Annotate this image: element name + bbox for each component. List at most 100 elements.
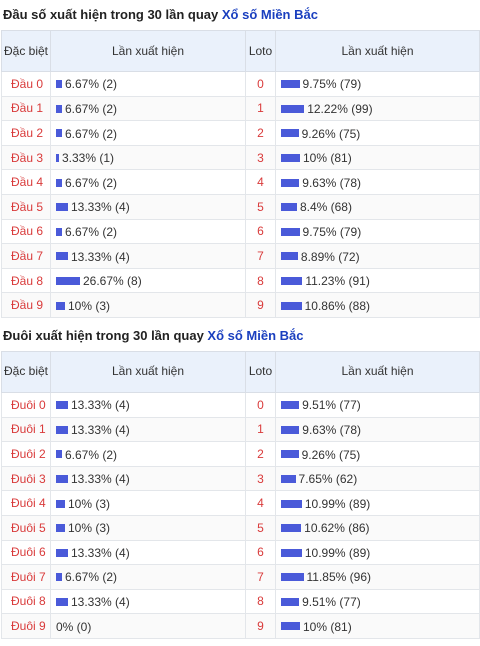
db-cell: 6.67% (2) xyxy=(50,120,246,146)
dau-header-lan-xuat-hien-loto: Lần xuất hiện xyxy=(275,30,480,72)
table-row: Đầu 9 10% (3) 9 10.86% (88) xyxy=(1,292,480,318)
table-row: Đầu 0 6.67% (2) 0 9.75% (79) xyxy=(1,71,480,97)
table-row: Đầu 2 6.67% (2) 2 9.26% (75) xyxy=(1,120,480,146)
db-value: 13.33% (4) xyxy=(70,545,130,560)
loto-number: 5 xyxy=(245,514,276,541)
loto-number: 2 xyxy=(245,441,276,467)
loto-value: 8.4% (68) xyxy=(299,200,352,215)
table-row: Đầu 8 26.67% (8) 8 11.23% (91) xyxy=(1,267,480,294)
loto-number: 4 xyxy=(245,490,276,516)
db-cell: 10% (3) xyxy=(50,514,246,541)
db-value: 6.67% (2) xyxy=(65,77,118,92)
loto-cell: 8.89% (72) xyxy=(275,243,480,269)
row-label: Đuôi 3 xyxy=(1,465,51,492)
loto-number: 0 xyxy=(245,391,276,418)
loto-bar xyxy=(281,425,300,434)
duoi-header-lan-xuat-hien-loto: Lần xuất hiện xyxy=(275,350,480,393)
loto-bar xyxy=(281,80,300,89)
table-row: Đuôi 9 0% (0) 9 10% (81) xyxy=(1,613,480,639)
db-bar xyxy=(56,524,65,533)
loto-bar xyxy=(281,252,298,261)
loto-bar xyxy=(281,474,296,483)
db-value: 13.33% (4) xyxy=(70,398,130,413)
loto-cell: 10.99% (89) xyxy=(275,539,480,566)
loto-number: 9 xyxy=(245,613,276,639)
row-label: Đuôi 0 xyxy=(1,391,51,418)
table-row: Đuôi 5 10% (3) 5 10.62% (86) xyxy=(1,514,480,541)
loto-value: 8.89% (72) xyxy=(300,249,360,264)
table-row: Đuôi 3 13.33% (4) 3 7.65% (62) xyxy=(1,465,480,492)
db-bar xyxy=(56,129,62,138)
db-value: 3.33% (1) xyxy=(61,150,115,165)
db-value: 26.67% (8) xyxy=(83,273,142,288)
dau-section: Đầu số xuất hiện trong 30 lần quay Xổ số… xyxy=(0,0,480,318)
duoi-heading-text: Đuôi xuất hiện trong 30 lần quay xyxy=(3,327,208,343)
loto-cell: 10% (81) xyxy=(275,144,480,171)
loto-bar xyxy=(281,104,305,113)
db-value: 6.67% (2) xyxy=(65,101,118,116)
table-row: Đầu 1 6.67% (2) 1 12.22% (99) xyxy=(1,95,480,122)
loto-cell: 9.75% (79) xyxy=(275,71,480,97)
loto-value: 10% (81) xyxy=(303,150,352,165)
duoi-header-row: Đặc biệt Lần xuất hiện Loto Lần xuất hiệ… xyxy=(1,350,480,393)
loto-value: 9.75% (79) xyxy=(302,77,362,92)
db-cell: 13.33% (4) xyxy=(50,539,246,566)
db-bar xyxy=(56,499,65,508)
db-value: 6.67% (2) xyxy=(65,224,118,239)
loto-cell: 9.26% (75) xyxy=(275,441,480,467)
loto-cell: 9.26% (75) xyxy=(275,120,480,146)
dau-table-body: Đầu 0 6.67% (2) 0 9.75% (79) Đầu 1 6.67% (2) 1… xyxy=(1,71,480,318)
loto-value: 9.51% (77) xyxy=(302,398,361,413)
db-cell: 13.33% (4) xyxy=(50,243,246,269)
loto-cell: 12.22% (99) xyxy=(275,95,480,122)
loto-number: 7 xyxy=(245,243,276,269)
loto-bar xyxy=(281,178,300,187)
db-value: 6.67% (2) xyxy=(65,447,118,462)
db-cell: 13.33% (4) xyxy=(50,465,246,492)
loto-number: 6 xyxy=(245,218,276,245)
loto-bar xyxy=(281,499,302,508)
row-label: Đầu 2 xyxy=(1,120,51,146)
db-cell: 13.33% (4) xyxy=(50,193,246,220)
loto-cell: 10% (81) xyxy=(275,613,480,639)
loto-value: 7.65% (62) xyxy=(298,471,358,486)
row-label: Đầu 5 xyxy=(1,193,51,220)
db-value: 13.33% (4) xyxy=(70,200,130,215)
table-row: Đầu 4 6.67% (2) 4 9.63% (78) xyxy=(1,169,480,195)
db-cell: 6.67% (2) xyxy=(50,441,246,467)
loto-value: 10.99% (89) xyxy=(304,496,371,511)
db-bar xyxy=(56,425,68,434)
dau-heading-text: Đầu số xuất hiện trong 30 lần quay xyxy=(3,7,222,22)
duoi-heading-link[interactable]: Xổ số Miền Bắc xyxy=(207,327,304,343)
db-value: 0% (0) xyxy=(56,619,92,634)
loto-value: 9.75% (79) xyxy=(302,224,362,239)
dau-heading-link[interactable]: Xổ số Miền Bắc xyxy=(221,7,318,22)
db-cell: 6.67% (2) xyxy=(50,95,246,122)
db-cell: 0% (0) xyxy=(50,613,246,639)
row-label: Đầu 6 xyxy=(1,218,51,245)
loto-value: 11.85% (96) xyxy=(306,570,371,585)
row-label: Đầu 1 xyxy=(1,95,51,122)
loto-bar xyxy=(281,227,300,236)
duoi-table-body: Đuôi 0 13.33% (4) 0 9.51% (77) Đuôi 1 13.33% … xyxy=(1,391,480,639)
loto-number: 4 xyxy=(245,169,276,195)
table-row: Đuôi 4 10% (3) 4 10.99% (89) xyxy=(1,490,480,516)
db-value: 10% (3) xyxy=(68,298,111,313)
duoi-header-dac-biet: Đặc biệt xyxy=(1,350,51,393)
duoi-heading: Đuôi xuất hiện trong 30 lần quay Xổ số M… xyxy=(0,321,480,351)
loto-cell: 9.63% (78) xyxy=(275,169,480,195)
loto-number: 5 xyxy=(245,193,276,220)
db-bar xyxy=(56,474,68,483)
loto-cell: 7.65% (62) xyxy=(275,465,480,492)
dau-table: Đặc biệt Lần xuất hiện Loto Lần xuất hiệ… xyxy=(1,30,480,318)
table-row: Đuôi 8 13.33% (4) 8 9.51% (77) xyxy=(1,588,480,615)
row-label: Đuôi 5 xyxy=(1,514,51,541)
loto-bar xyxy=(281,301,302,310)
dau-header-row: Đặc biệt Lần xuất hiện Loto Lần xuất hiệ… xyxy=(1,30,480,72)
loto-number: 8 xyxy=(245,267,276,294)
loto-value: 11.23% (91) xyxy=(305,273,370,288)
row-label: Đầu 9 xyxy=(1,292,51,318)
db-cell: 26.67% (8) xyxy=(50,267,246,294)
db-bar xyxy=(56,227,62,236)
db-cell: 13.33% (4) xyxy=(50,416,246,443)
